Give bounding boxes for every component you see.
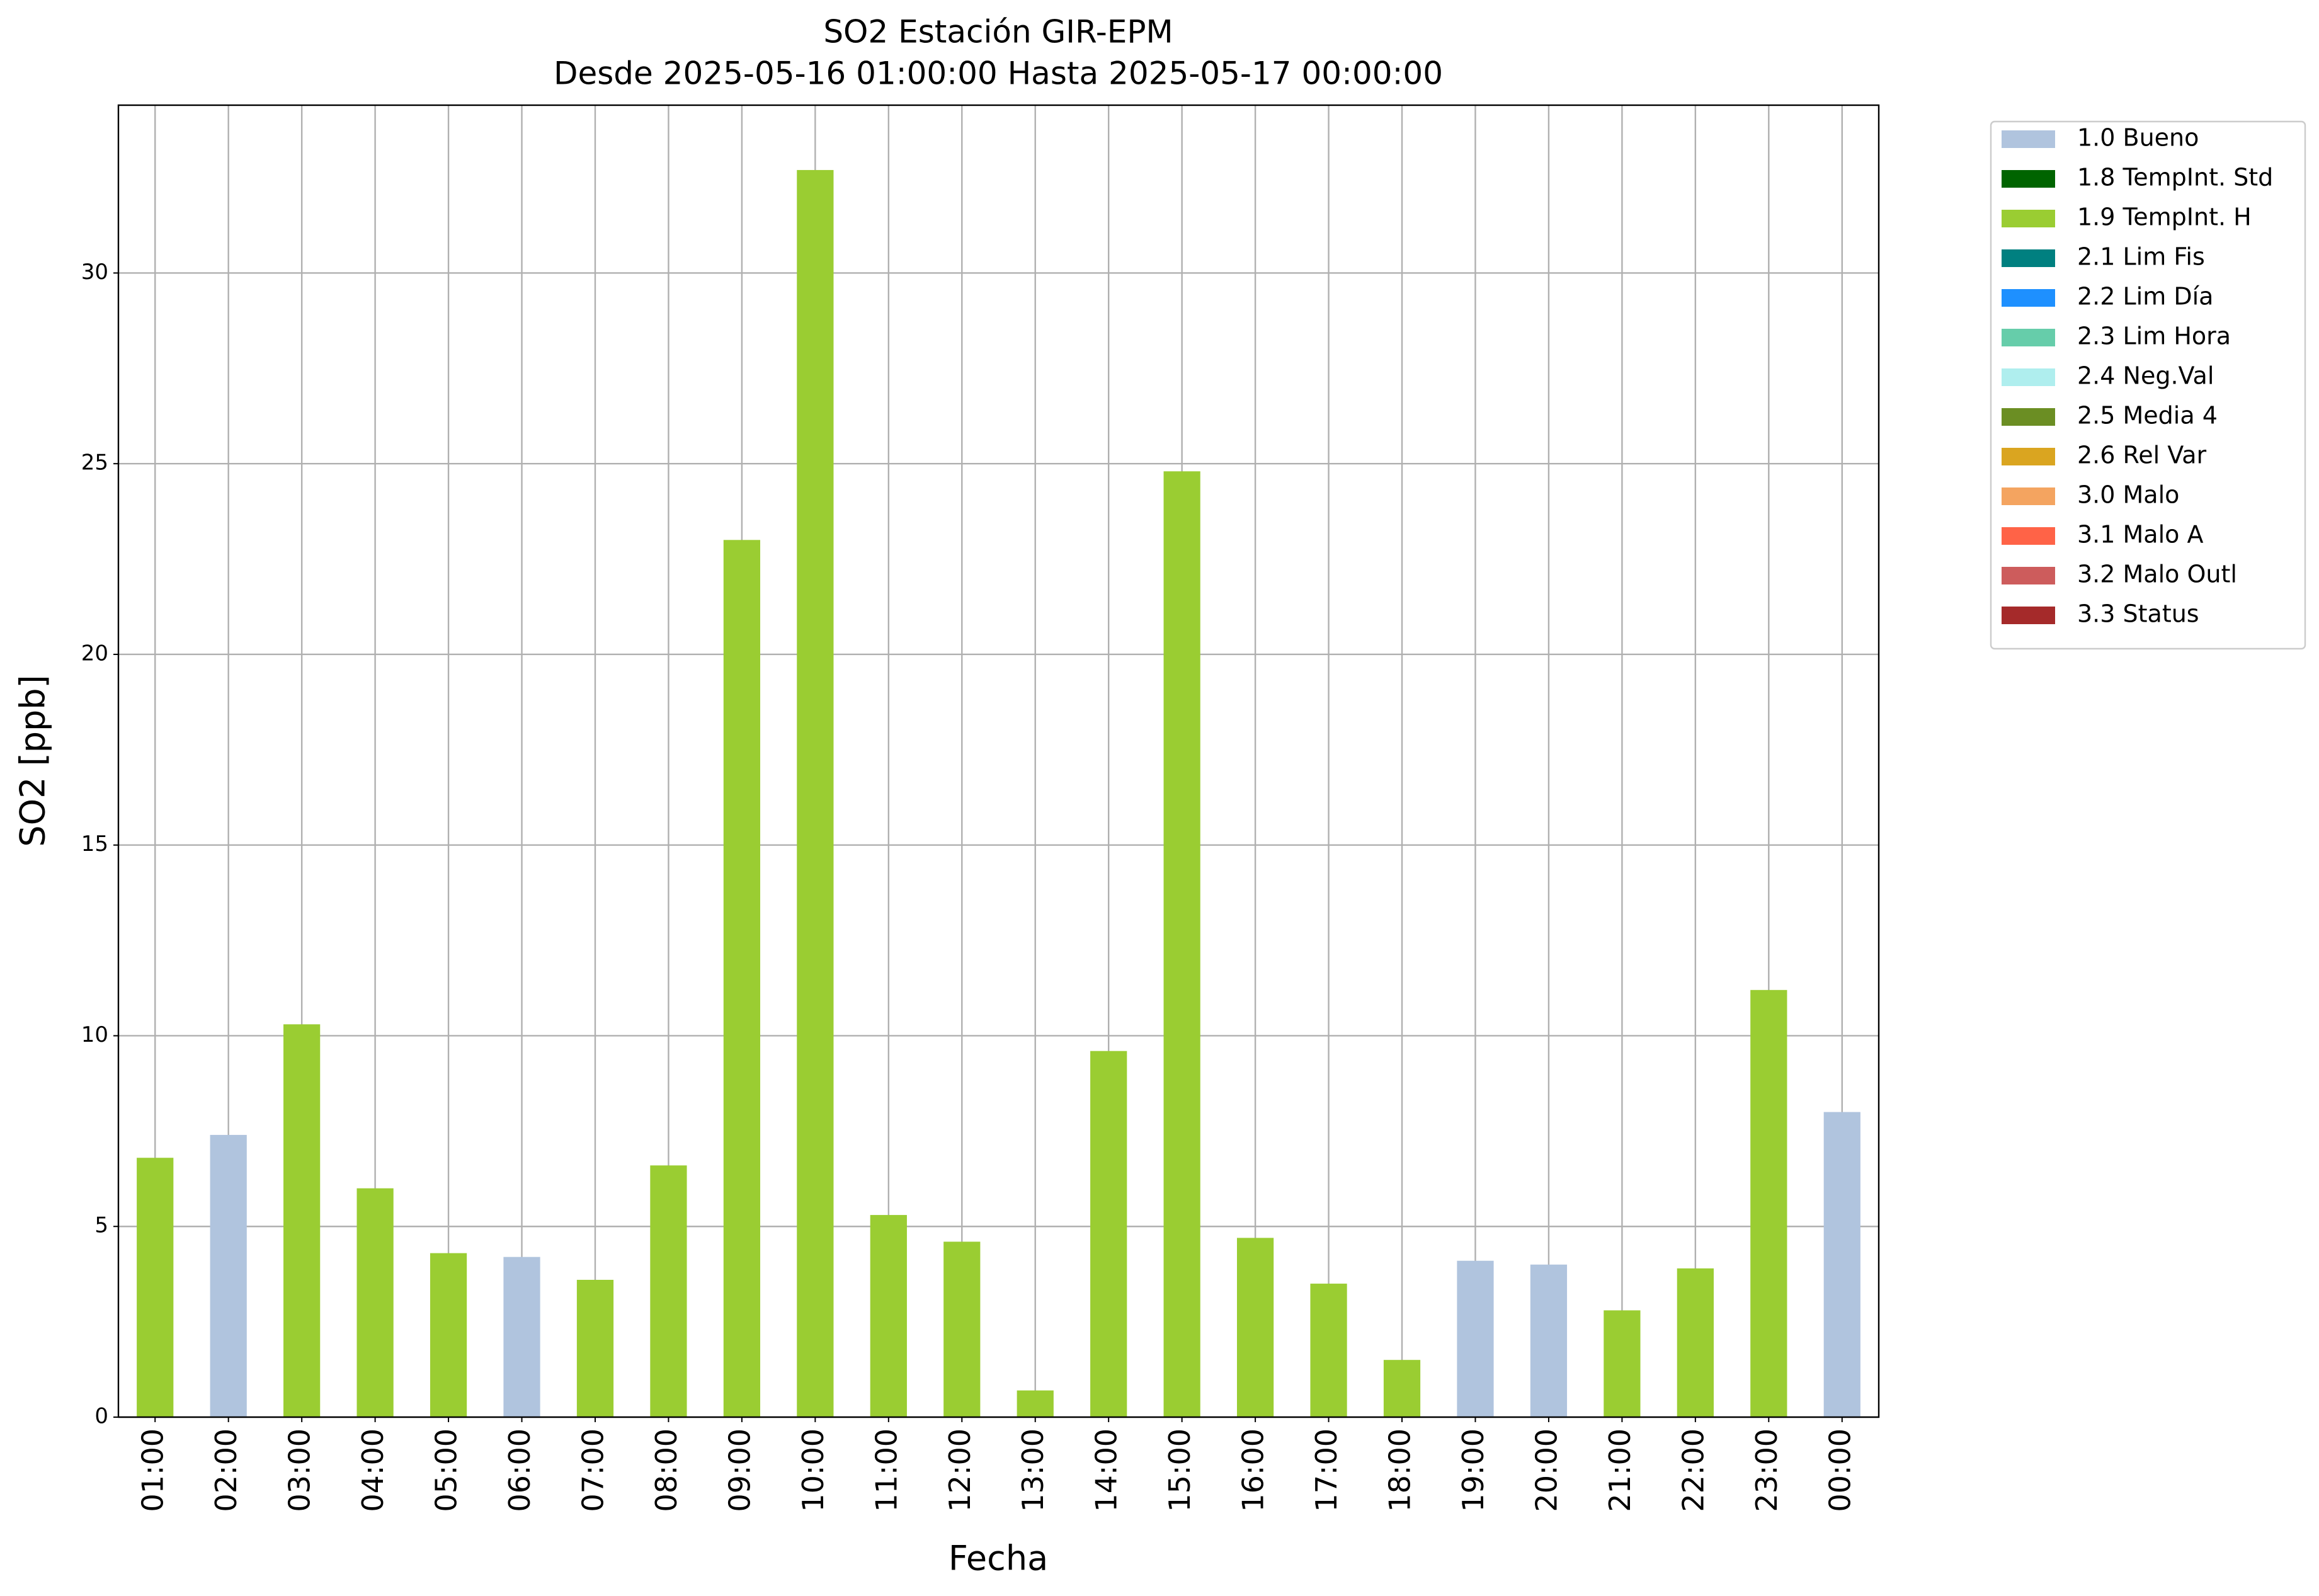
x-tick-label: 14:00 — [1090, 1428, 1124, 1512]
chart-subtitle: Desde 2025-05-16 01:00:00 Hasta 2025-05-… — [554, 55, 1443, 92]
x-tick-label: 00:00 — [1823, 1428, 1857, 1512]
bar — [430, 1253, 467, 1417]
bar — [1530, 1264, 1568, 1417]
legend-label: 2.1 Lim Fis — [2077, 243, 2205, 271]
legend-label: 2.5 Media 4 — [2077, 402, 2218, 430]
y-tick-label: 15 — [81, 831, 108, 857]
y-tick-label: 10 — [81, 1022, 108, 1047]
y-tick-label: 25 — [81, 450, 108, 476]
legend-swatch — [2002, 329, 2055, 346]
legend-label: 2.3 Lim Hora — [2077, 322, 2231, 350]
bar — [210, 1134, 247, 1417]
legend-label: 3.3 Status — [2077, 600, 2199, 628]
bar — [1457, 1260, 1494, 1417]
x-tick-label: 03:00 — [283, 1428, 317, 1512]
legend-swatch — [2002, 249, 2055, 267]
bar — [1163, 471, 1200, 1418]
chart-title: SO2 Estación GIR-EPM — [823, 14, 1173, 50]
x-axis-label: Fecha — [949, 1539, 1048, 1578]
plot-frame — [117, 104, 1880, 1418]
x-tick-label: 05:00 — [430, 1428, 464, 1512]
legend-swatch — [2002, 289, 2055, 307]
legend-label: 3.2 Malo Outl — [2077, 561, 2237, 588]
x-tick-label: 02:00 — [209, 1428, 243, 1512]
y-tick-label: 0 — [94, 1404, 108, 1429]
legend-swatch — [2002, 448, 2055, 465]
x-tick-label: 09:00 — [722, 1428, 756, 1512]
bar — [283, 1024, 321, 1417]
legend-swatch — [2002, 607, 2055, 624]
x-tick-label: 01:00 — [136, 1428, 170, 1512]
bar — [870, 1215, 907, 1417]
legend-label: 2.4 Neg.Val — [2077, 362, 2214, 390]
bar — [1750, 989, 1787, 1417]
legend-swatch — [2002, 408, 2055, 426]
legend-label: 2.2 Lim Día — [2077, 283, 2213, 311]
legend-swatch — [2002, 567, 2055, 584]
bar — [576, 1280, 614, 1417]
bar — [1604, 1310, 1641, 1417]
x-tick-label: 11:00 — [869, 1428, 903, 1512]
x-tick-label: 20:00 — [1529, 1428, 1563, 1512]
x-tick-label: 19:00 — [1456, 1428, 1490, 1512]
x-tick-label: 13:00 — [1016, 1428, 1050, 1512]
bar — [1383, 1360, 1421, 1417]
legend-label: 1.9 TempInt. H — [2077, 203, 2252, 231]
bar — [503, 1257, 540, 1417]
bar — [1090, 1051, 1127, 1417]
x-tick-label: 06:00 — [503, 1428, 537, 1512]
x-tick-label: 10:00 — [796, 1428, 830, 1512]
bar — [723, 540, 761, 1417]
legend-label: 1.8 TempInt. Std — [2077, 164, 2273, 191]
legend-swatch — [2002, 170, 2055, 188]
bar — [1236, 1238, 1274, 1417]
x-tick-label: 23:00 — [1750, 1428, 1784, 1512]
x-tick-label: 12:00 — [943, 1428, 977, 1512]
legend-label: 3.1 Malo A — [2077, 521, 2203, 549]
bar — [1677, 1268, 1714, 1417]
x-tick-label: 04:00 — [356, 1428, 390, 1512]
x-tick-label: 15:00 — [1163, 1428, 1197, 1512]
legend-box — [1990, 120, 2306, 650]
bar — [1310, 1284, 1347, 1417]
x-tick-label: 22:00 — [1676, 1428, 1710, 1512]
bar — [1823, 1112, 1860, 1417]
x-tick-label: 17:00 — [1309, 1428, 1343, 1512]
bar — [650, 1165, 687, 1417]
bar — [137, 1158, 174, 1417]
y-axis-label: SO2 [ppb] — [13, 675, 53, 846]
y-tick-label: 5 — [94, 1213, 108, 1238]
y-tick-label: 30 — [81, 259, 108, 285]
legend-swatch — [2002, 527, 2055, 545]
bar — [356, 1188, 394, 1417]
legend-label: 2.6 Rel Var — [2077, 442, 2207, 469]
x-tick-label: 16:00 — [1236, 1428, 1270, 1512]
legend-swatch — [2002, 130, 2055, 148]
x-tick-label: 08:00 — [649, 1428, 683, 1512]
bar — [943, 1241, 981, 1417]
x-tick-label: 18:00 — [1383, 1428, 1417, 1512]
legend-label: 1.0 Bueno — [2077, 124, 2199, 152]
bar — [1017, 1390, 1054, 1417]
legend-label: 3.0 Malo — [2077, 481, 2179, 509]
legend-swatch — [2002, 210, 2055, 227]
x-tick-label: 21:00 — [1603, 1428, 1637, 1512]
legend-swatch — [2002, 487, 2055, 505]
y-tick-label: 20 — [81, 641, 108, 666]
legend-swatch — [2002, 368, 2055, 386]
x-tick-label: 07:00 — [576, 1428, 610, 1512]
bar — [797, 169, 834, 1417]
